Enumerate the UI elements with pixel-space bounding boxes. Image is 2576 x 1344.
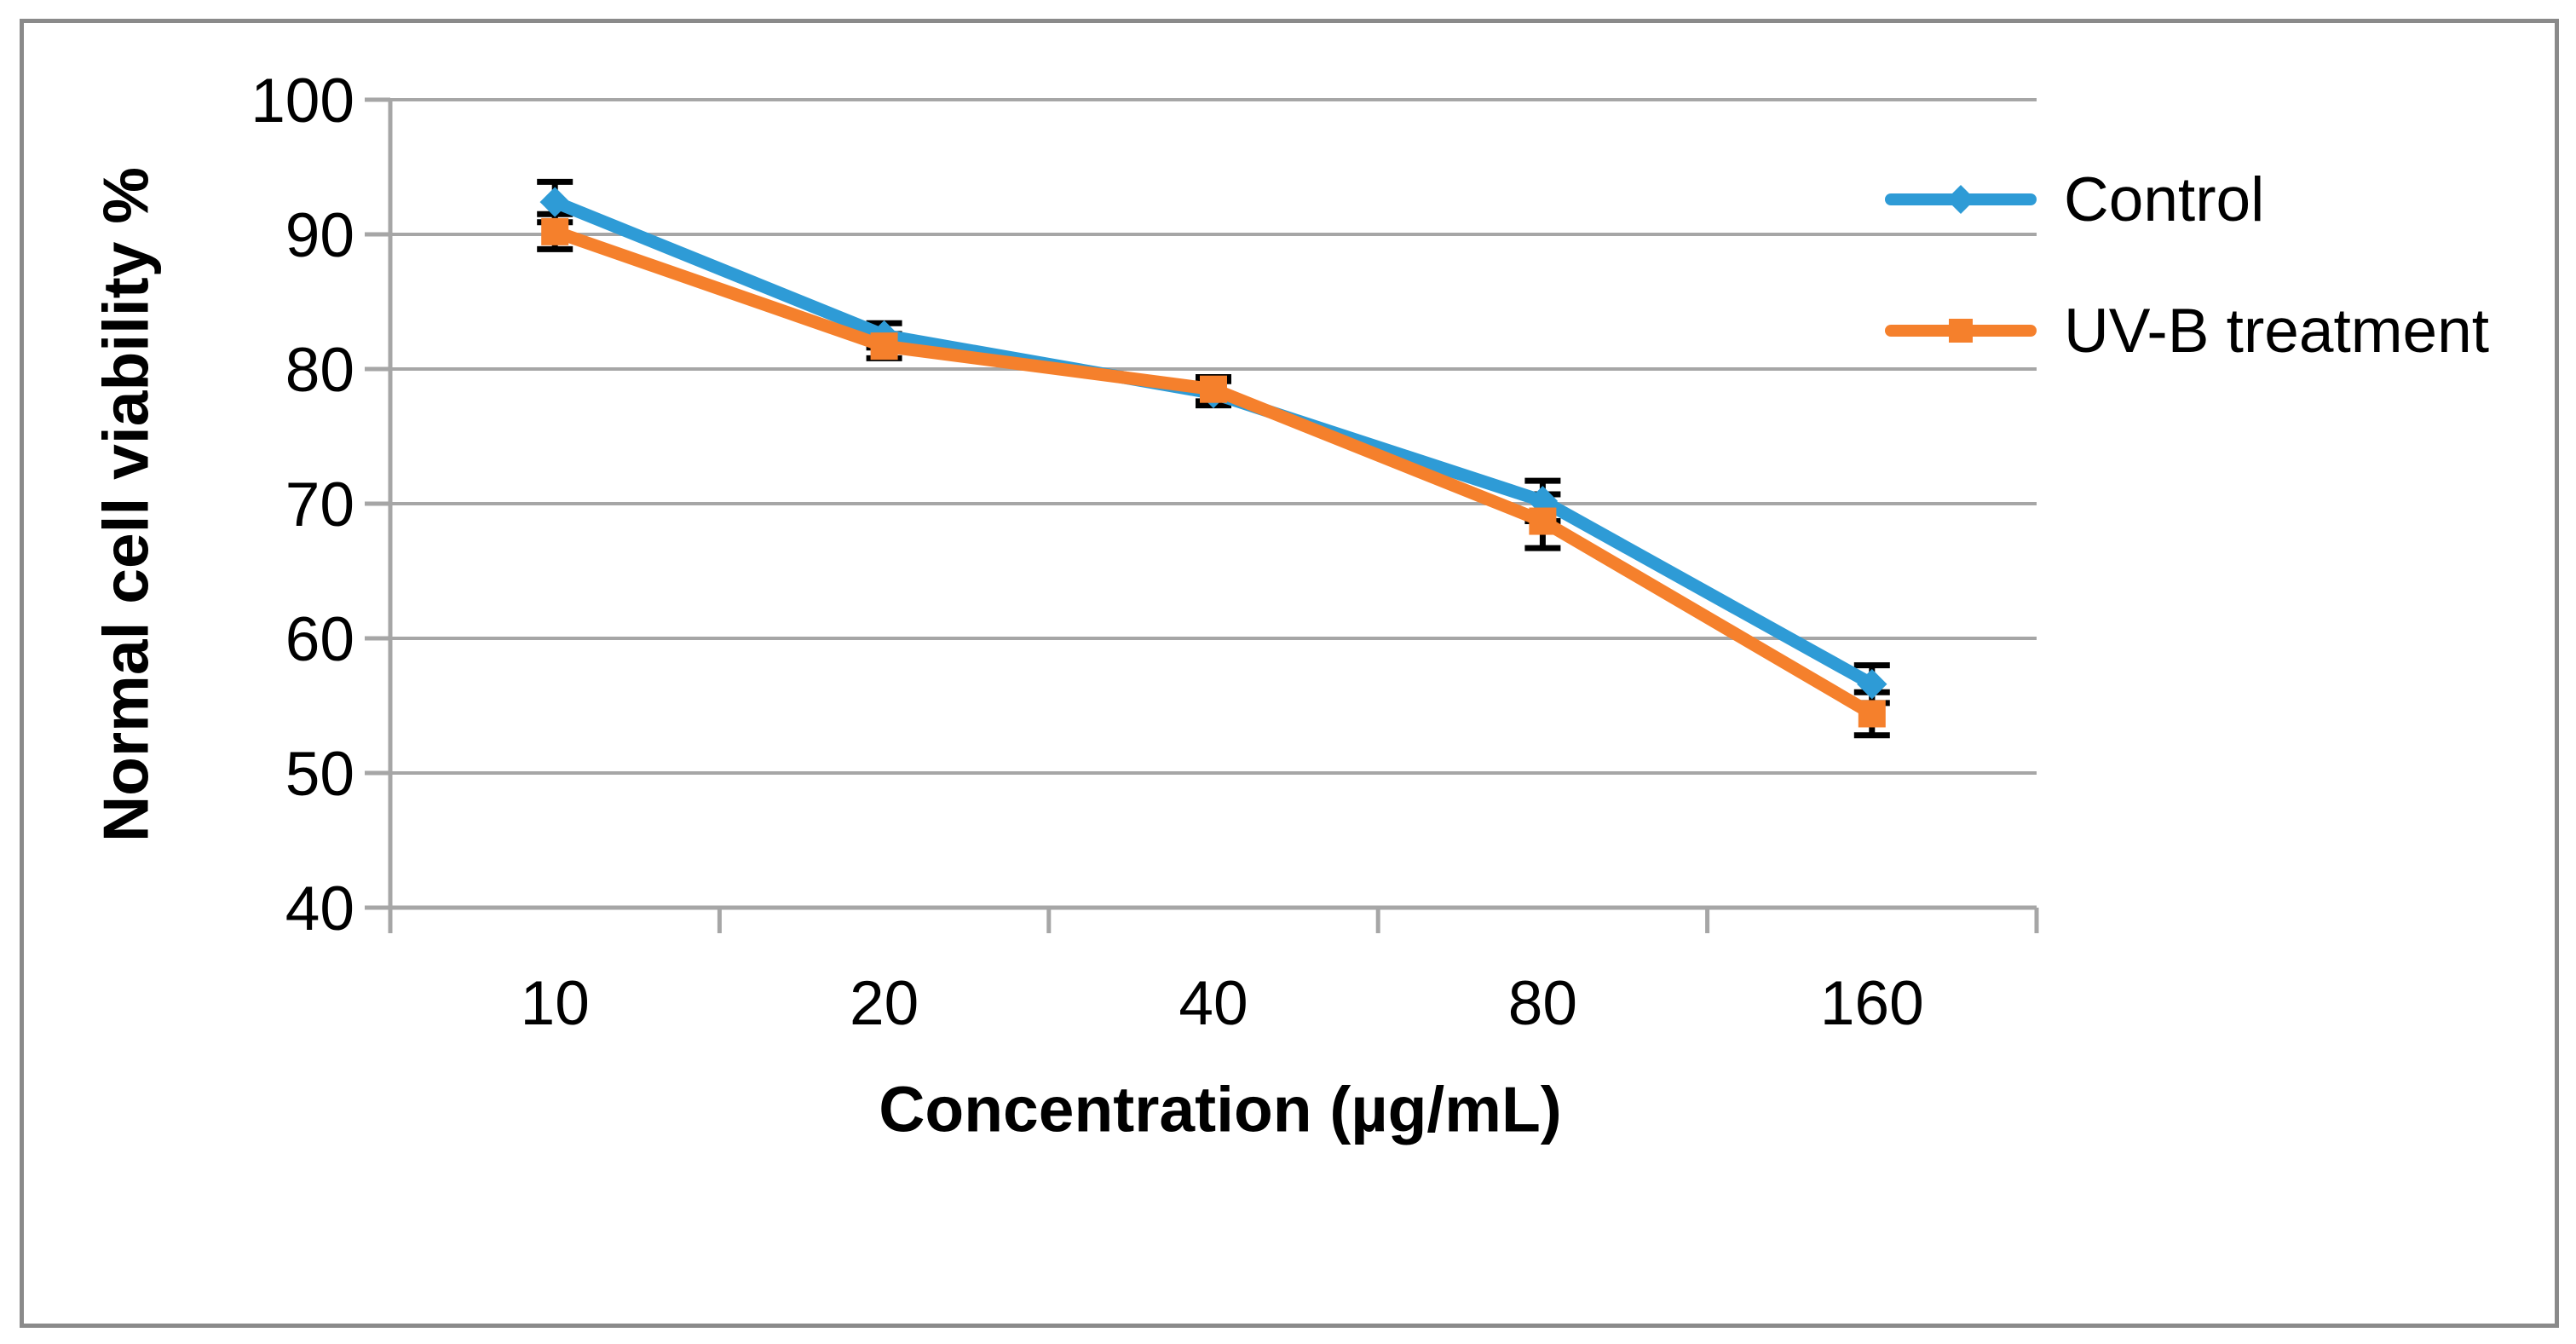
x-tick-label: 20 [850,969,919,1038]
y-tick-label: 60 [285,605,354,674]
legend-label-uvb-treatment: UV-B treatment [2064,296,2490,366]
axes-group [365,97,2039,933]
legend-label-control: Control [2064,164,2265,234]
x-tick-label: 80 [1508,969,1577,1038]
uvb-marker [1200,375,1227,403]
x-tick-label: 10 [521,969,590,1038]
y-axis-title: Normal cell viability % [89,167,162,842]
y-tick-label: 70 [285,470,354,539]
control-line-swatch [1885,185,2037,214]
control-line [548,195,1879,691]
error-bars-group [537,178,1890,739]
y-tick-label: 90 [285,201,354,270]
uvb-line-swatch [1885,319,2037,343]
y-tick-label: 40 [285,874,354,943]
gridlines-group [390,98,2037,775]
uvb-marker [541,217,569,245]
legend-item-uvb-treatment: UV-B treatment [1885,292,2489,369]
uvb-line [548,225,1879,720]
control-marker [539,187,570,217]
diamond-marker-icon [1946,185,1975,214]
x-tick-label: 160 [1820,969,1924,1038]
tick-labels-group: 40 50 60 70 80 90 100 10 20 40 80 160 [251,66,1924,1038]
y-tick-label: 100 [251,66,354,136]
uvb-marker [1529,507,1557,535]
control-marker [1857,669,1887,700]
x-tick-label: 40 [1179,969,1248,1038]
uvb-marker [1858,700,1886,728]
x-axis-title: Concentration (µg/mL) [879,1073,1562,1145]
square-marker-icon [1949,319,1973,343]
figure-border [20,19,2559,1328]
uvb-marker [870,332,898,361]
series-group [539,187,1887,728]
y-tick-label: 80 [285,336,354,405]
legend-item-control: Control [1885,161,2264,238]
y-tick-label: 50 [285,740,354,809]
